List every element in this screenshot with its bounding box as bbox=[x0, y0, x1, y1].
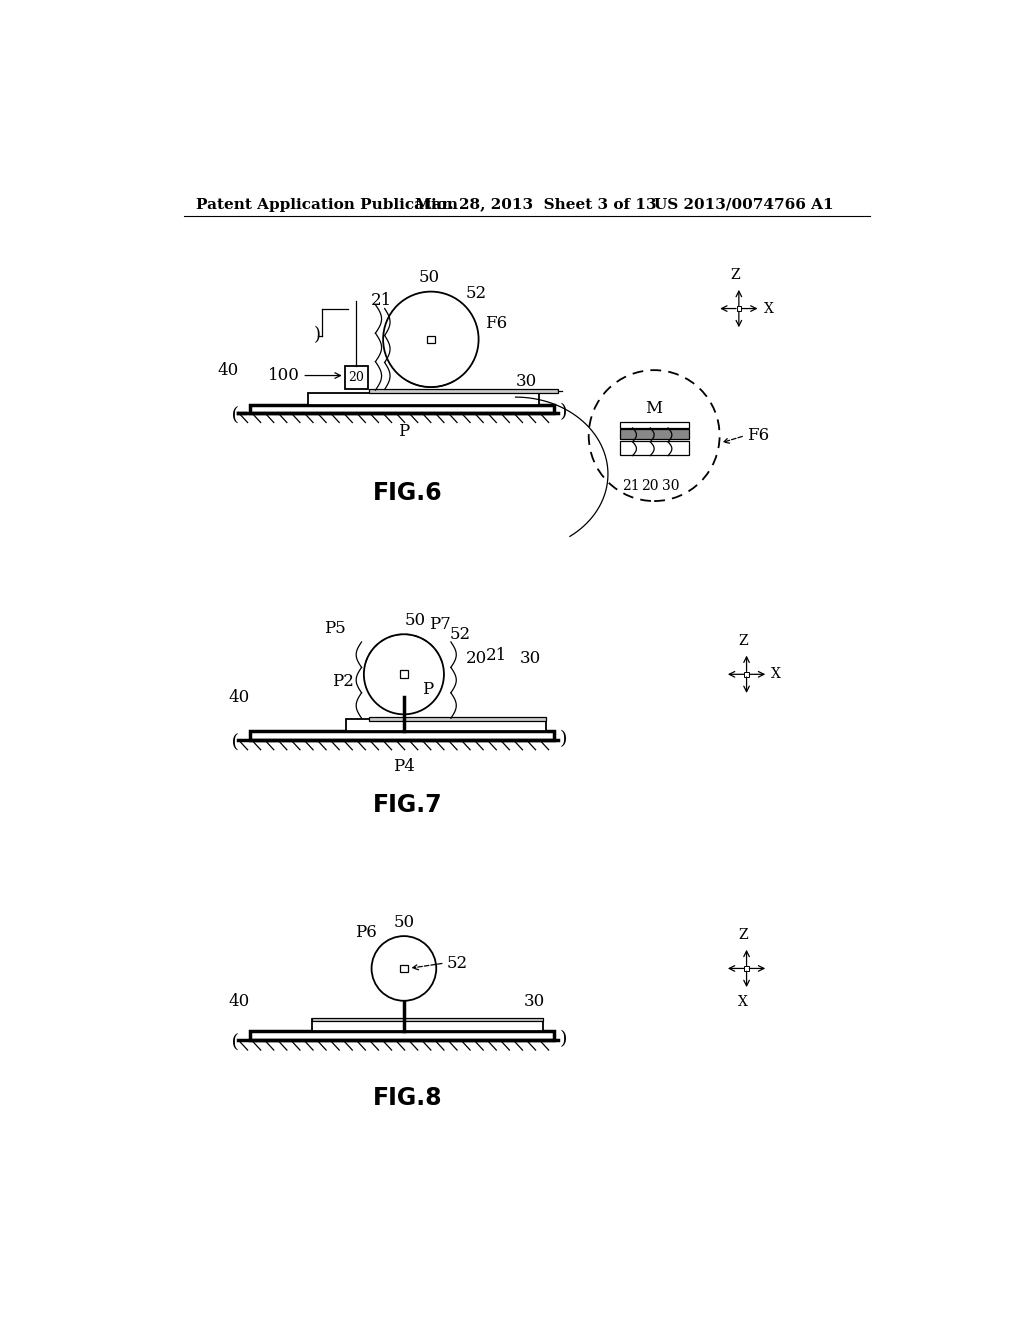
Bar bbox=[250, 1031, 554, 1040]
Text: 30: 30 bbox=[519, 651, 541, 668]
Text: 30: 30 bbox=[523, 993, 545, 1010]
Text: X: X bbox=[737, 995, 748, 1010]
Text: P: P bbox=[422, 681, 433, 698]
Bar bbox=[400, 671, 408, 678]
Bar bbox=[744, 966, 749, 970]
Bar bbox=[620, 429, 689, 440]
Text: 50: 50 bbox=[404, 612, 426, 628]
Text: ): ) bbox=[313, 326, 321, 345]
Text: 50: 50 bbox=[393, 913, 415, 931]
Text: F6: F6 bbox=[746, 428, 769, 444]
Bar bbox=[620, 441, 689, 455]
Text: P6: P6 bbox=[355, 924, 377, 941]
Text: ): ) bbox=[559, 730, 567, 748]
Bar bbox=[345, 367, 368, 389]
Bar bbox=[370, 717, 547, 721]
Bar bbox=[346, 719, 547, 730]
Text: FIG.6: FIG.6 bbox=[373, 482, 442, 506]
Text: X: X bbox=[771, 668, 781, 681]
Text: FIG.8: FIG.8 bbox=[373, 1086, 442, 1110]
Text: 21: 21 bbox=[371, 292, 392, 309]
Text: ): ) bbox=[229, 730, 237, 748]
Bar bbox=[427, 335, 435, 343]
Text: 100: 100 bbox=[268, 367, 300, 384]
Text: Z: Z bbox=[738, 634, 748, 648]
Text: 30: 30 bbox=[663, 479, 680, 492]
Text: 52: 52 bbox=[466, 285, 486, 302]
Bar bbox=[250, 405, 554, 412]
Text: P2: P2 bbox=[332, 673, 354, 690]
Text: ): ) bbox=[559, 1031, 567, 1048]
Text: 40: 40 bbox=[228, 993, 250, 1010]
Text: 21: 21 bbox=[623, 479, 640, 492]
Text: Patent Application Publication: Patent Application Publication bbox=[196, 198, 458, 211]
Bar bbox=[400, 965, 408, 973]
Text: ): ) bbox=[229, 1031, 237, 1048]
Bar bbox=[620, 422, 689, 428]
Text: ): ) bbox=[229, 403, 237, 421]
Text: 20: 20 bbox=[348, 371, 365, 384]
Text: 40: 40 bbox=[228, 689, 250, 706]
Text: X: X bbox=[764, 301, 773, 315]
Text: Z: Z bbox=[738, 928, 748, 942]
Text: 52: 52 bbox=[446, 954, 467, 972]
Text: 30: 30 bbox=[515, 374, 537, 391]
Text: ): ) bbox=[559, 403, 567, 421]
Text: P5: P5 bbox=[325, 619, 346, 636]
Bar bbox=[311, 1018, 543, 1020]
Text: 21: 21 bbox=[486, 647, 508, 664]
Text: 50: 50 bbox=[419, 269, 440, 286]
Text: F6: F6 bbox=[484, 315, 507, 333]
Text: 52: 52 bbox=[451, 626, 471, 643]
Text: US 2013/0074766 A1: US 2013/0074766 A1 bbox=[654, 198, 834, 211]
Bar bbox=[744, 672, 749, 677]
Text: FIG.7: FIG.7 bbox=[373, 793, 442, 817]
Bar bbox=[370, 389, 558, 393]
Text: 20: 20 bbox=[466, 651, 486, 668]
Text: M: M bbox=[645, 400, 663, 417]
Text: 20: 20 bbox=[642, 479, 659, 492]
Bar bbox=[307, 393, 539, 405]
Text: P7: P7 bbox=[429, 615, 452, 632]
Bar bbox=[250, 730, 554, 739]
Bar bbox=[736, 306, 741, 312]
Bar bbox=[311, 1019, 543, 1031]
Text: 40: 40 bbox=[217, 362, 239, 379]
Text: P4: P4 bbox=[393, 758, 415, 775]
Text: Z: Z bbox=[730, 268, 739, 282]
Text: Mar. 28, 2013  Sheet 3 of 13: Mar. 28, 2013 Sheet 3 of 13 bbox=[416, 198, 657, 211]
Text: P: P bbox=[398, 424, 410, 441]
